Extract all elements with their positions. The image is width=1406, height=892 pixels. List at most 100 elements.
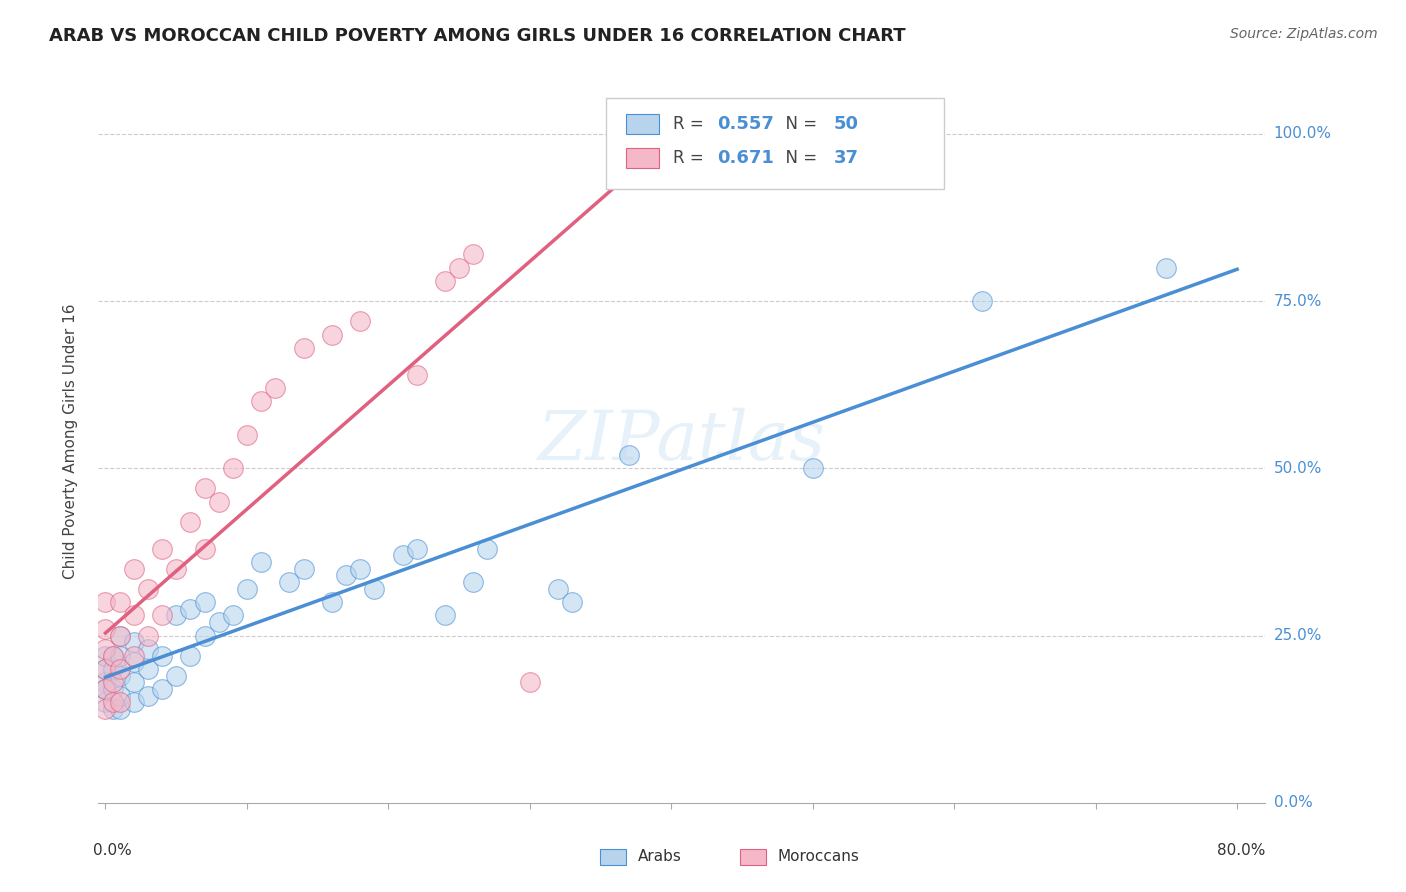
- Point: [94, 648, 117, 663]
- Point: [433, 608, 456, 623]
- Point: [292, 341, 315, 355]
- Point: [208, 615, 231, 630]
- Point: [122, 635, 145, 649]
- FancyBboxPatch shape: [626, 113, 658, 134]
- Point: [405, 541, 427, 556]
- Point: [94, 681, 117, 696]
- Point: [122, 608, 145, 623]
- Point: [150, 648, 173, 663]
- FancyBboxPatch shape: [626, 148, 658, 169]
- Point: [101, 648, 124, 663]
- Point: [94, 702, 117, 716]
- Text: 50.0%: 50.0%: [1274, 461, 1322, 475]
- Y-axis label: Child Poverty Among Girls Under 16: Child Poverty Among Girls Under 16: [63, 304, 77, 579]
- Point: [278, 575, 301, 590]
- Point: [122, 648, 145, 663]
- Point: [363, 582, 385, 596]
- Point: [222, 461, 245, 475]
- Point: [179, 648, 201, 663]
- Point: [108, 702, 131, 716]
- Point: [250, 555, 273, 569]
- Point: [108, 628, 131, 642]
- Point: [94, 681, 117, 696]
- Point: [165, 669, 187, 683]
- Text: 0.671: 0.671: [717, 149, 773, 168]
- Point: [94, 696, 117, 710]
- Point: [122, 562, 145, 576]
- Point: [108, 696, 131, 710]
- Text: 75.0%: 75.0%: [1274, 293, 1322, 309]
- Text: Arabs: Arabs: [637, 849, 682, 864]
- Point: [321, 595, 343, 609]
- Point: [433, 274, 456, 288]
- Point: [349, 314, 371, 328]
- Point: [193, 628, 215, 642]
- Point: [264, 381, 287, 395]
- Text: 0.557: 0.557: [717, 115, 773, 133]
- Point: [477, 541, 499, 556]
- Point: [108, 628, 131, 642]
- Text: 25.0%: 25.0%: [1274, 628, 1322, 643]
- Point: [136, 662, 159, 676]
- Point: [136, 642, 159, 657]
- Point: [101, 662, 124, 676]
- Point: [101, 675, 124, 690]
- Text: ARAB VS MOROCCAN CHILD POVERTY AMONG GIRLS UNDER 16 CORRELATION CHART: ARAB VS MOROCCAN CHILD POVERTY AMONG GIR…: [49, 27, 905, 45]
- Point: [617, 448, 640, 462]
- Point: [101, 696, 124, 710]
- Point: [136, 689, 159, 703]
- Text: 0.0%: 0.0%: [93, 843, 131, 857]
- Point: [94, 662, 117, 676]
- Point: [101, 702, 124, 716]
- Point: [165, 608, 187, 623]
- Point: [150, 608, 173, 623]
- Text: Moroccans: Moroccans: [778, 849, 859, 864]
- Point: [108, 595, 131, 609]
- Point: [222, 608, 245, 623]
- Point: [801, 461, 824, 475]
- Point: [94, 622, 117, 636]
- Point: [193, 595, 215, 609]
- Point: [108, 648, 131, 663]
- Point: [236, 582, 259, 596]
- Point: [150, 541, 173, 556]
- Point: [94, 662, 117, 676]
- Point: [165, 562, 187, 576]
- FancyBboxPatch shape: [606, 98, 945, 189]
- Point: [101, 681, 124, 696]
- Point: [405, 368, 427, 382]
- Text: N =: N =: [775, 149, 823, 168]
- Text: Source: ZipAtlas.com: Source: ZipAtlas.com: [1230, 27, 1378, 41]
- Text: 0.0%: 0.0%: [1274, 796, 1312, 810]
- Point: [449, 260, 471, 275]
- FancyBboxPatch shape: [600, 849, 626, 865]
- Point: [335, 568, 357, 582]
- Point: [1156, 260, 1178, 275]
- Point: [349, 562, 371, 576]
- Point: [236, 427, 259, 442]
- Point: [463, 247, 485, 261]
- Point: [136, 628, 159, 642]
- Point: [208, 494, 231, 508]
- Point: [101, 648, 124, 663]
- Point: [108, 662, 131, 676]
- Point: [547, 582, 569, 596]
- Point: [150, 681, 173, 696]
- Point: [972, 294, 994, 309]
- Point: [193, 541, 215, 556]
- Point: [108, 669, 131, 683]
- Point: [179, 515, 201, 529]
- Point: [94, 675, 117, 690]
- Point: [391, 548, 413, 563]
- Text: 100.0%: 100.0%: [1274, 127, 1331, 141]
- Point: [463, 575, 485, 590]
- Point: [94, 642, 117, 657]
- Point: [108, 689, 131, 703]
- Point: [292, 562, 315, 576]
- Point: [193, 482, 215, 496]
- Text: R =: R =: [672, 149, 709, 168]
- Point: [250, 394, 273, 409]
- Point: [122, 696, 145, 710]
- Text: ZIPatlas: ZIPatlas: [538, 409, 825, 475]
- FancyBboxPatch shape: [741, 849, 766, 865]
